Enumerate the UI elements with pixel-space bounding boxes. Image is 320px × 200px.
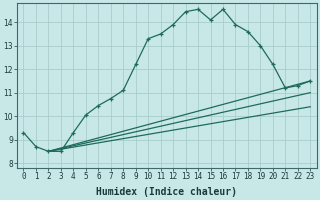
X-axis label: Humidex (Indice chaleur): Humidex (Indice chaleur) bbox=[96, 186, 237, 197]
